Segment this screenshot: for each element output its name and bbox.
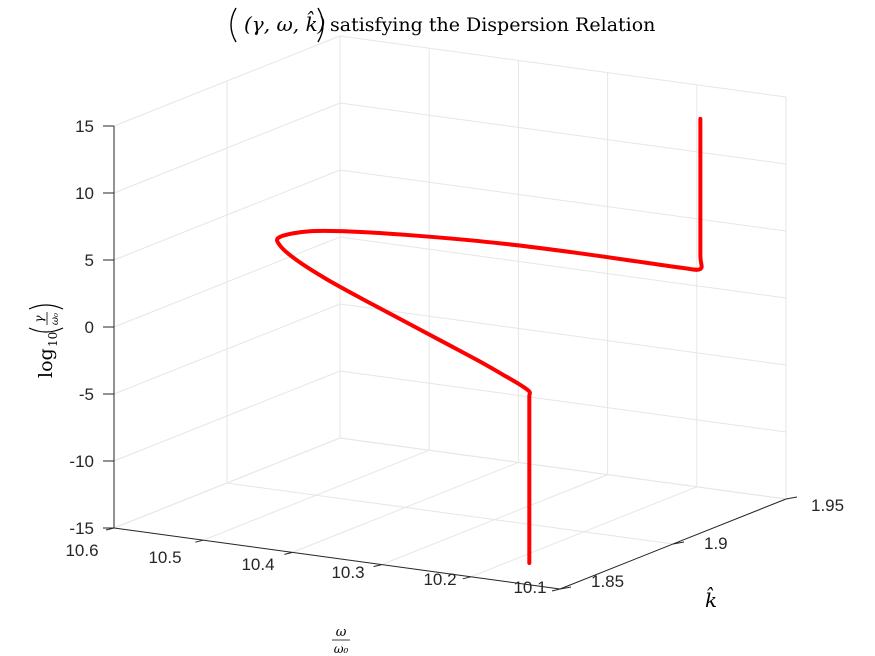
z-axis-label: log 10 γ ω₀ [28,304,64,378]
x-tick-label: 10.4 [241,555,274,574]
z-axis-label-den: ω₀ [50,313,61,325]
data-curve [275,116,704,566]
x-axis-line [113,527,561,590]
wall-grid-line [339,236,787,299]
wall-grid-line [339,437,787,500]
x-axis-label-num: ω [336,625,347,640]
chart-title-math: (γ, ω, k̂) [244,10,325,36]
y-tick-mark [785,496,798,500]
z-tick-label: -10 [69,452,94,471]
x-tick-mark [551,588,561,592]
chart-title-text: satisfying the Dispersion Relation [330,14,655,36]
wall-grid-line [339,303,787,366]
grid-lines [113,35,787,590]
wall-grid-line [113,102,341,194]
y-tick-mark [559,586,572,590]
z-tick-label: 15 [75,117,94,136]
wall-grid-line [113,35,341,127]
x-tick-mark [195,539,204,543]
chart-title: (γ, ω, k̂) satisfying the Dispersion Rel… [230,7,655,43]
x-tick-label: 10.5 [148,548,181,567]
x-tick-label: 10.2 [423,570,456,589]
wall-grid-line [113,370,341,462]
x-axis-label: ω ω₀ [332,625,350,656]
y-tick-label: 1.85 [591,572,624,591]
y-tick-label: 1.95 [811,496,844,515]
wall-grid-line [113,437,341,529]
wall-grid-line [339,169,787,232]
x-tick-label: 10.6 [65,541,98,560]
x-tick-mark [284,551,293,555]
z-tick-label: -15 [69,519,94,538]
x-tick-labels: 10.6 10.5 10.4 10.3 10.2 10.1 [65,541,546,597]
x-tick-label: 10.3 [331,563,364,582]
wall-grid-line [113,236,341,328]
series-line [275,116,704,566]
z-tick-label: 10 [75,184,94,203]
wall-grid-line [113,169,341,261]
wall-grid-line [339,102,787,165]
z-tick-label: 5 [85,251,94,270]
floor-grid-line [226,482,674,545]
wall-grid-line [339,35,787,98]
wall-grid-line [113,303,341,395]
z-axis-label-log: log [35,348,57,378]
y-axis-label: k̂ [705,586,717,612]
z-tick-label: -5 [79,385,94,404]
z-axis-label-sub: 10 [46,332,60,347]
y-tick-label: 1.9 [704,534,728,553]
wall-grid-line [339,370,787,433]
y-tick-labels: 1.85 1.9 1.95 [591,496,844,591]
x-tick-mark [462,576,471,580]
z-axis-label-num: γ [32,315,46,323]
x-axis-label-den: ω₀ [334,642,349,656]
y-tick-mark [672,541,685,545]
axes [103,125,798,592]
z-tick-label: 0 [85,318,94,337]
x-tick-mark [373,564,382,568]
x-tick-label: 10.1 [513,578,546,597]
z-tick-labels: 15 10 5 0 -5 -10 -15 [69,117,94,538]
